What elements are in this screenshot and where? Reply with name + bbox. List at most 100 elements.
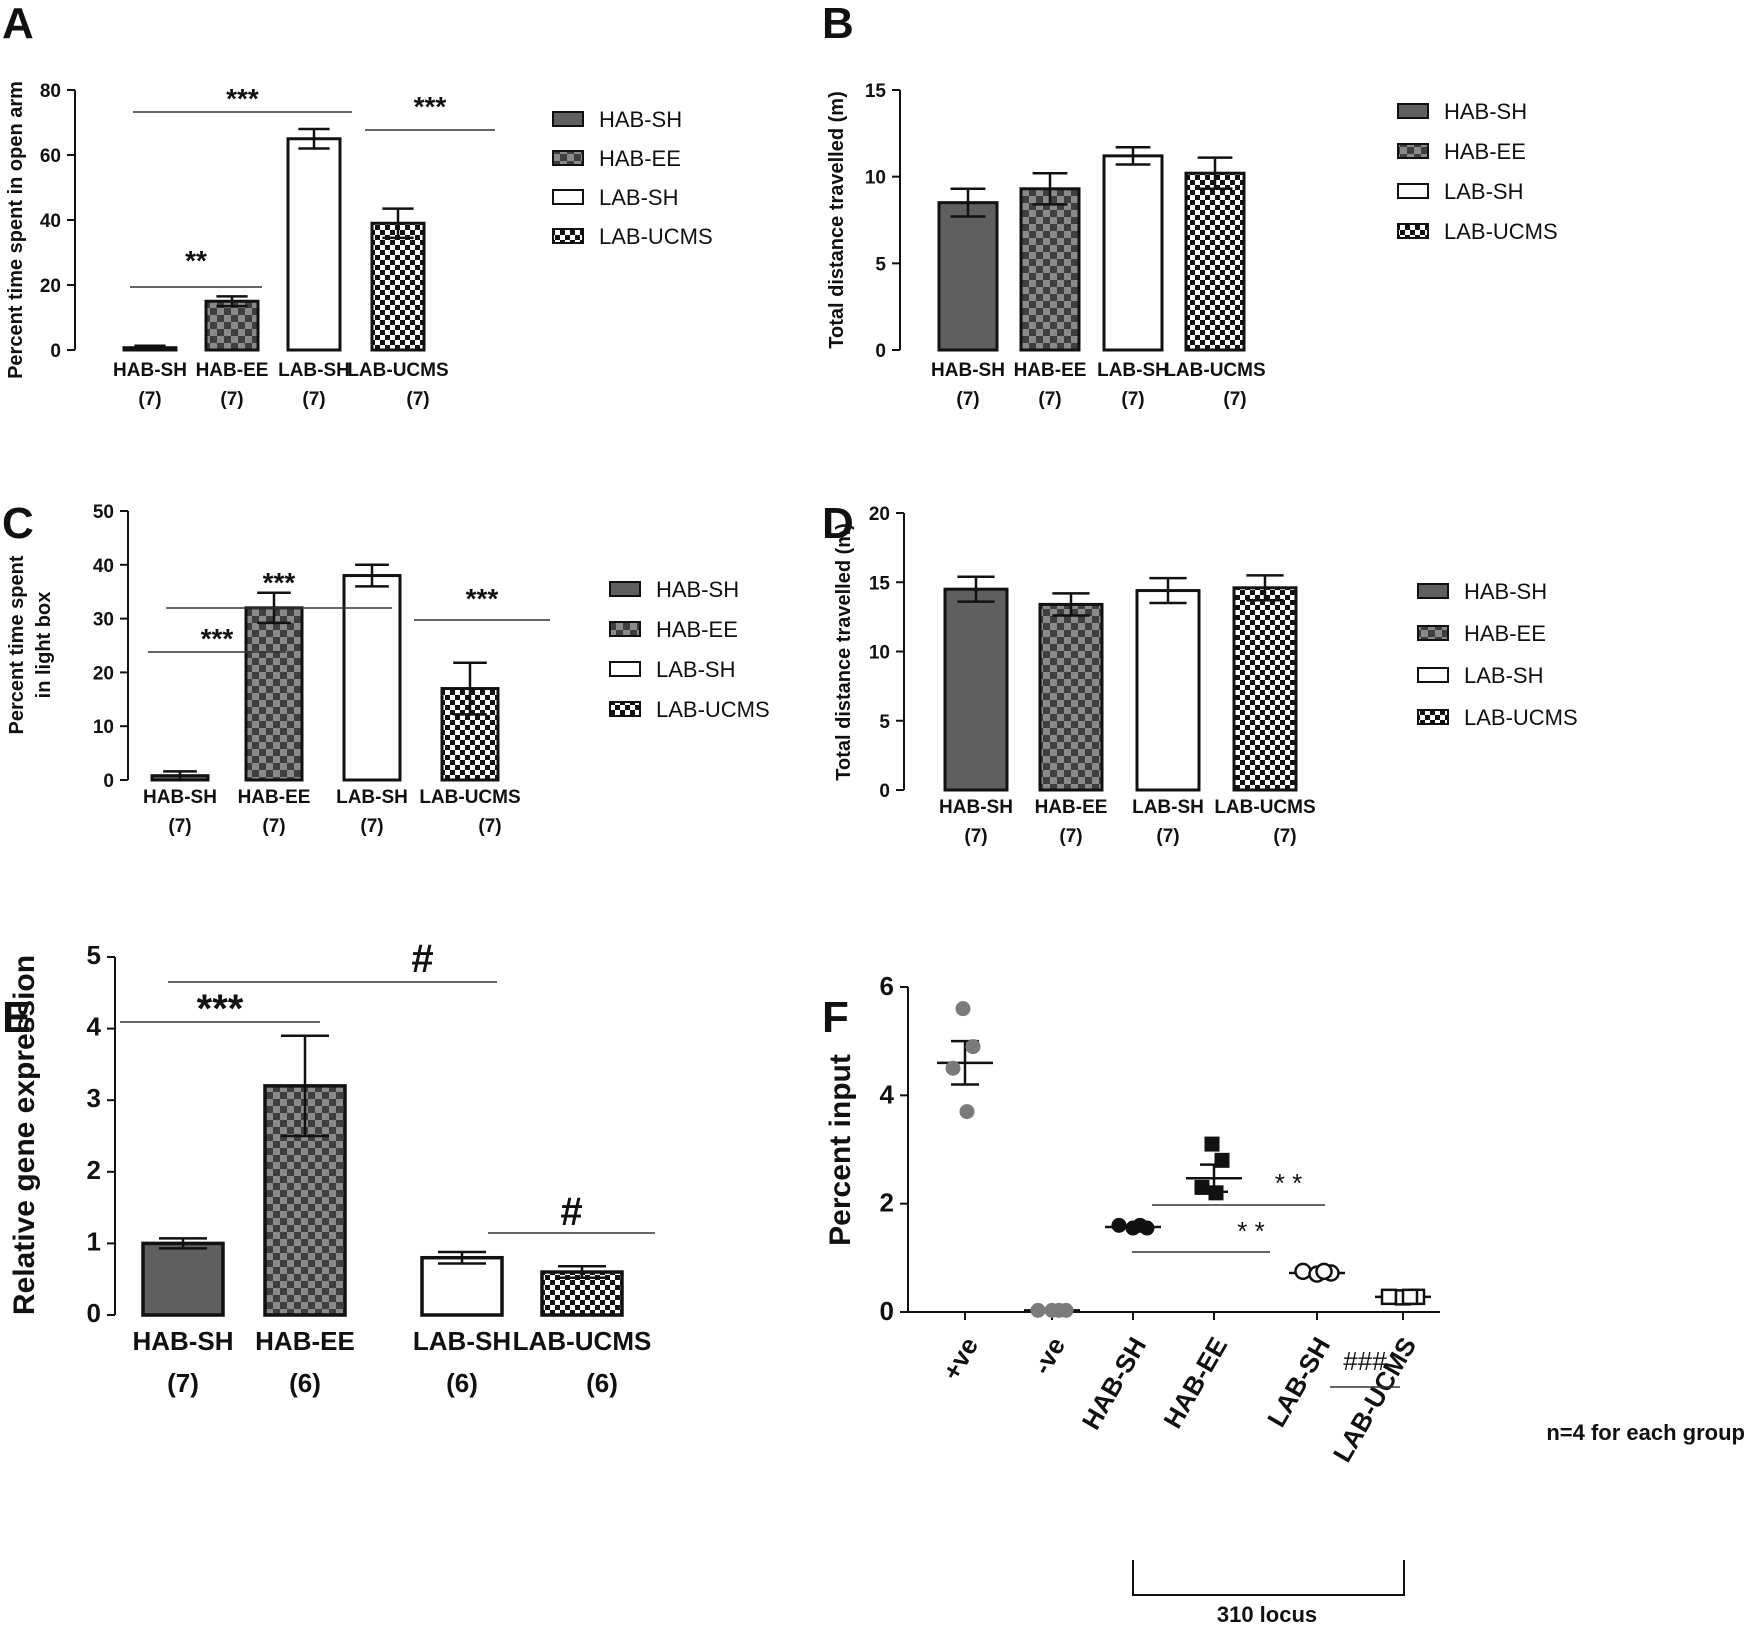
f-point-hab-sh: [1111, 1217, 1127, 1233]
d-category-label: LAB-SH: [1132, 797, 1204, 818]
chart-d-distance: 0 5 10 15 20 Total distance travelled (m) HAB-…: [833, 504, 1578, 847]
d-y-tick-label: 20: [869, 504, 890, 525]
d-legend-label: HAB-SH: [1464, 579, 1547, 604]
a-y-tick-label: 20: [40, 276, 61, 297]
c-n-label: (7): [360, 816, 383, 837]
a-legend-swatch: [552, 189, 584, 205]
b-y-tick-label: 5: [875, 254, 886, 275]
c-y-tick-label: 20: [93, 663, 114, 684]
a-n-label: (7): [302, 389, 325, 410]
c-category-label: HAB-EE: [238, 787, 311, 808]
c-y-tick-label: 30: [93, 610, 114, 631]
b-bar-lab-sh: [1102, 154, 1164, 352]
b-bar-hab-ee: [1019, 187, 1081, 352]
b-bar-lab-ucms: [1184, 171, 1246, 352]
c-y-tick-label: 40: [93, 556, 114, 577]
e-significance-label: #: [560, 1190, 582, 1234]
c-n-label: (7): [478, 816, 501, 837]
f-point-hab-ee: [1208, 1185, 1224, 1201]
f-point--ve: [1030, 1302, 1046, 1318]
f-point-hab-ee: [1194, 1179, 1210, 1195]
c-legend-swatch: [609, 621, 641, 637]
c-category-label: LAB-SH: [336, 787, 408, 808]
panel-label-c: C: [2, 499, 34, 548]
c-y-axis-label-line2: in light box: [33, 592, 55, 699]
b-n-label: (7): [1223, 389, 1246, 410]
a-category-label: HAB-EE: [196, 360, 269, 381]
e-n-label: (6): [289, 1368, 321, 1398]
f-point-+ve: [955, 1001, 971, 1017]
chart-a-open-arm: 0 20 40 60 80 Percent time spent in open arm H…: [5, 81, 713, 410]
b-y-axis-label: Total distance travelled (m): [826, 91, 848, 348]
c-y-tick-label: 10: [93, 717, 114, 738]
e-n-label: (7): [167, 1368, 199, 1398]
d-n-label: (7): [1059, 826, 1082, 847]
c-category-label: LAB-UCMS: [419, 787, 520, 808]
b-category-label: LAB-UCMS: [1164, 360, 1265, 381]
e-bar-hab-sh: [141, 1241, 225, 1317]
d-legend-swatch: [1417, 583, 1449, 599]
a-legend-swatch: [552, 111, 584, 127]
f-y-tick-label: 6: [880, 971, 894, 1001]
a-significance-label: ***: [226, 83, 259, 114]
d-y-tick-label: 5: [879, 712, 890, 733]
a-bar-lab-ucms: [370, 221, 426, 352]
c-legend-label: LAB-SH: [656, 657, 735, 682]
a-category-label: LAB-SH: [278, 360, 350, 381]
e-y-tick-label: 4: [87, 1012, 102, 1042]
a-legend-label: HAB-SH: [599, 107, 682, 132]
a-y-tick-label: 0: [50, 341, 61, 362]
f-y-axis-label: Percent input: [824, 1054, 857, 1246]
c-legend-label: HAB-EE: [656, 617, 738, 642]
c-legend-label: HAB-SH: [656, 577, 739, 602]
c-y-tick-label: 0: [103, 771, 114, 792]
b-legend-label: HAB-SH: [1444, 99, 1527, 124]
c-legend-swatch: [609, 581, 641, 597]
c-y-tick-label: 50: [93, 502, 114, 523]
chart-f-percent-input: 0 2 4 6 Percent input +ve -ve HAB-SH HAB-EE LAB-S…: [824, 971, 1745, 1627]
c-category-label: HAB-SH: [143, 787, 217, 808]
a-legend-label: LAB-UCMS: [599, 224, 713, 249]
a-legend-swatch: [552, 150, 584, 166]
f-point-hab-ee: [1214, 1152, 1230, 1168]
d-n-label: (7): [1273, 826, 1296, 847]
d-n-label: (7): [964, 826, 987, 847]
e-y-axis-label: Relative gene expression: [8, 955, 41, 1315]
panel-label-d: D: [822, 499, 854, 548]
d-category-label: HAB-EE: [1035, 797, 1108, 818]
b-n-label: (7): [956, 389, 979, 410]
d-y-axis-label: Total distance travelled (m): [833, 523, 855, 780]
a-y-tick-label: 60: [40, 146, 61, 167]
d-legend-swatch: [1417, 625, 1449, 641]
f-significance-label: ###: [1343, 1346, 1387, 1376]
e-y-tick-label: 3: [87, 1083, 101, 1113]
c-legend-swatch: [609, 701, 641, 717]
f-locus-bracket: [1132, 1560, 1405, 1596]
b-legend-swatch: [1397, 143, 1429, 159]
c-n-label: (7): [168, 816, 191, 837]
e-category-label: HAB-EE: [255, 1326, 355, 1356]
c-bar-lab-sh: [342, 574, 402, 782]
e-y-tick-label: 1: [87, 1226, 101, 1256]
d-y-tick-label: 10: [869, 643, 890, 664]
c-bar-hab-ee: [244, 606, 304, 782]
e-category-label: LAB-UCMS: [513, 1326, 652, 1356]
panel-label-e: E: [2, 993, 31, 1042]
f-point-lab-ucms: [1401, 1288, 1419, 1306]
b-legend-swatch: [1397, 183, 1429, 199]
a-significance-label: **: [185, 245, 207, 276]
c-significance-label: ***: [201, 623, 234, 654]
chart-c-light-box: 0 10 20 30 40 50 Percent time spent in light bo…: [6, 502, 770, 837]
a-category-label: LAB-UCMS: [347, 360, 448, 381]
a-n-label: (7): [406, 389, 429, 410]
b-y-tick-label: 15: [865, 81, 887, 102]
d-legend-label: LAB-UCMS: [1464, 705, 1578, 730]
a-n-label: (7): [220, 389, 243, 410]
c-significance-label: ***: [466, 583, 499, 614]
c-n-label: (7): [262, 816, 285, 837]
f-point-hab-ee: [1204, 1136, 1220, 1152]
a-bar-lab-sh: [286, 137, 342, 352]
chart-e-gene-expression: 0 1 2 3 4 5 Relative gene expression HAB-SH (7) H…: [8, 937, 655, 1398]
e-category-label: LAB-SH: [413, 1326, 511, 1356]
f-n-note: n=4 for each group: [1546, 1420, 1745, 1445]
